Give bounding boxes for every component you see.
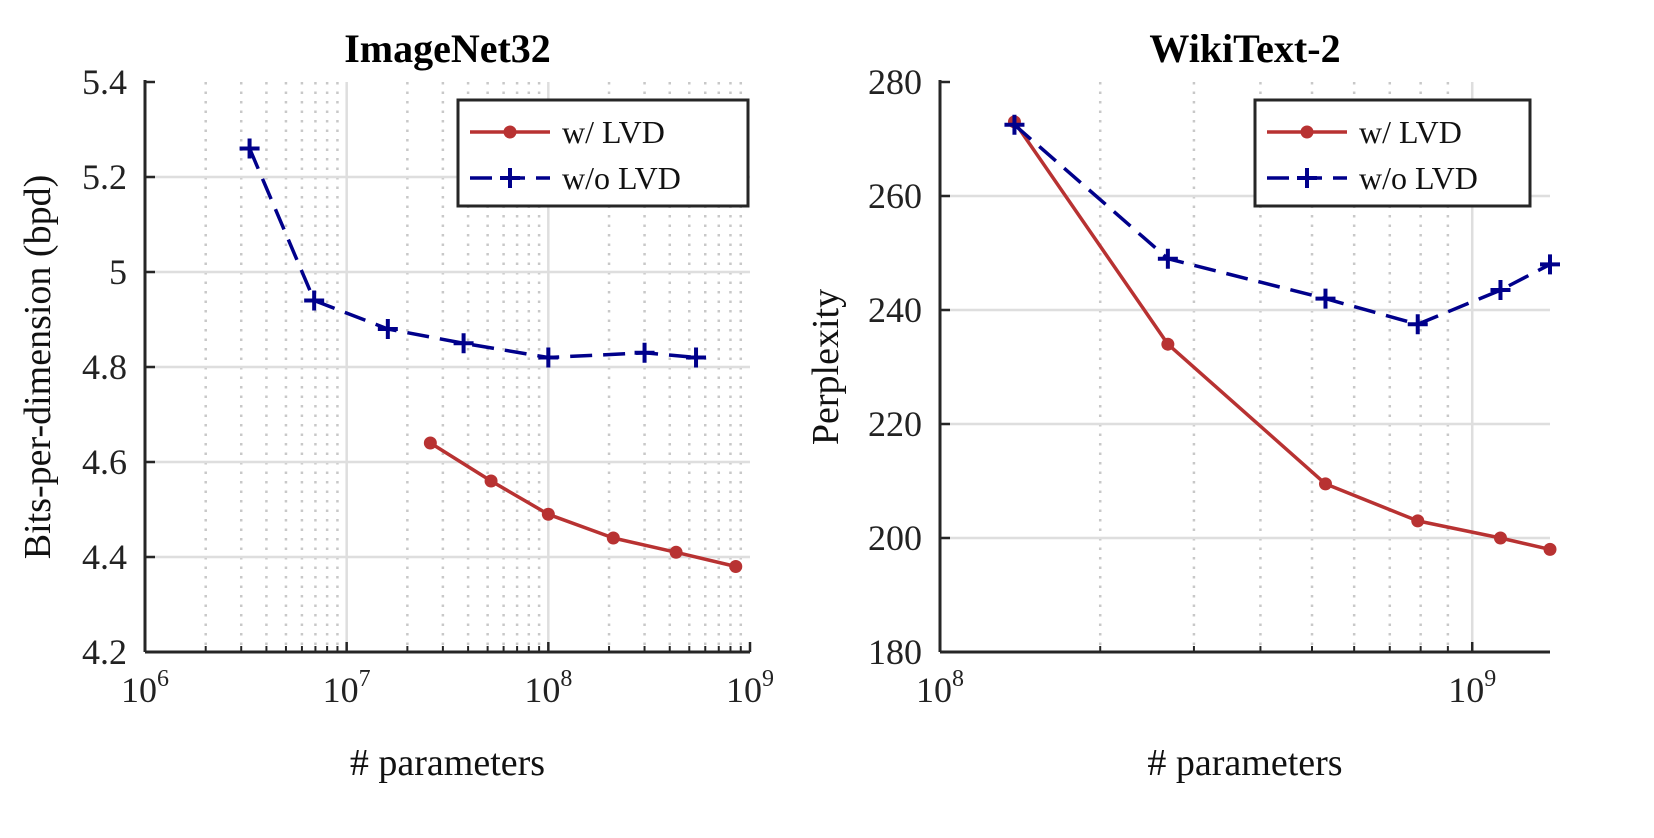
chart-title: ImageNet32 — [344, 26, 551, 71]
data-point — [1493, 531, 1507, 545]
y-tick-label: 280 — [868, 62, 922, 102]
legend-entry: w/ LVD — [470, 114, 665, 150]
data-point — [304, 290, 325, 311]
data-point — [1407, 314, 1428, 335]
data-point — [484, 474, 498, 488]
data-point — [1157, 248, 1178, 269]
data-point — [541, 507, 555, 521]
legend-swatch-marker — [1297, 168, 1317, 188]
legend-label: w/o LVD — [562, 160, 681, 196]
x-axis-label: # parameters — [1147, 742, 1342, 784]
legend-swatch-marker — [1300, 125, 1314, 139]
data-point — [239, 138, 260, 159]
legend-entry: w/o LVD — [470, 160, 681, 196]
data-point — [1540, 254, 1560, 275]
y-tick-label: 5.2 — [82, 157, 127, 197]
legend-swatch-marker — [503, 125, 517, 139]
y-tick-label: 4.4 — [82, 537, 127, 577]
y-tick-label: 200 — [868, 518, 922, 558]
data-point — [729, 560, 743, 573]
series-line — [429, 441, 737, 569]
data-point — [423, 436, 437, 450]
x-axis-label: # parameters — [350, 742, 545, 784]
series-without-lvd — [1004, 114, 1560, 335]
data-point — [453, 333, 474, 354]
legend-swatch-marker — [500, 168, 520, 188]
y-axis-label: Bits-per-dimension (bpd) — [17, 175, 59, 559]
y-tick-label: 4.6 — [82, 442, 127, 482]
data-point — [1318, 477, 1332, 491]
x-tick-label: 109 — [1448, 666, 1496, 710]
data-point — [634, 342, 655, 363]
data-point — [1490, 280, 1511, 301]
data-point — [1543, 542, 1557, 556]
series-line — [1013, 123, 1551, 327]
legend-label: w/ LVD — [562, 114, 665, 150]
x-tick-label: 108 — [916, 666, 964, 710]
data-point — [377, 319, 398, 339]
chart-title: WikiText-2 — [1149, 26, 1340, 71]
x-tick-label: 106 — [121, 666, 169, 710]
data-point — [538, 347, 559, 368]
series-with-lvd — [423, 436, 743, 573]
legend-box — [1253, 98, 1532, 208]
y-tick-label: 220 — [868, 404, 922, 444]
data-point — [686, 347, 707, 368]
legend-box — [456, 98, 750, 208]
x-tick-label: 108 — [524, 666, 572, 710]
data-point — [669, 545, 683, 559]
x-tick-label: 107 — [323, 666, 371, 710]
x-tick-label: 109 — [726, 666, 774, 710]
y-tick-label: 4.2 — [82, 632, 127, 672]
data-point — [1411, 514, 1425, 528]
data-point — [1161, 337, 1175, 351]
y-tick-label: 180 — [868, 632, 922, 672]
y-tick-label: 5 — [109, 252, 127, 292]
series-without-lvd — [239, 138, 707, 368]
legend-entry: w/ LVD — [1267, 114, 1462, 150]
chart-1: 180 200 220 240 260 280 108 109 WikiText-2 # para… — [805, 26, 1560, 784]
legend-label: w/o LVD — [1359, 160, 1478, 196]
y-tick-label: 260 — [868, 176, 922, 216]
series-line — [1012, 120, 1551, 552]
y-tick-label: 5.4 — [82, 62, 127, 102]
legend-entry: w/o LVD — [1267, 160, 1478, 196]
chart-0: 4.2 4.4 4.6 4.8 5 5.2 5.4 106 107 108 109 ImageNet3… — [17, 26, 774, 784]
data-point — [606, 531, 620, 545]
legend-label: w/ LVD — [1359, 114, 1462, 150]
legend: w/ LVD w/o LVD — [1253, 98, 1532, 208]
data-point — [1004, 114, 1025, 135]
y-tick-label: 240 — [868, 290, 922, 330]
y-tick-label: 4.8 — [82, 347, 127, 387]
data-point — [1315, 288, 1336, 309]
y-axis-label: Perplexity — [805, 289, 847, 445]
legend: w/ LVD w/o LVD — [456, 98, 750, 208]
